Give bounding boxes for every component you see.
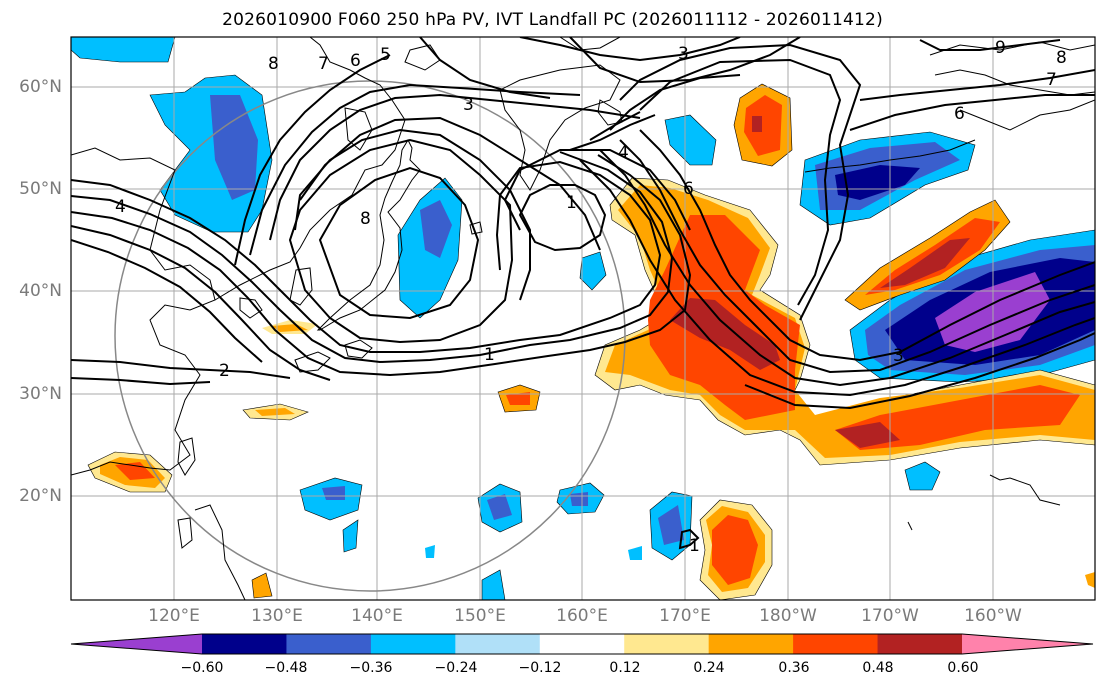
contour-label: 7: [318, 54, 329, 74]
colorbar-segment: [877, 634, 963, 654]
colorbar-segment: [202, 634, 287, 654]
colorbar-segment: [71, 634, 202, 654]
colorbar-segment: [455, 634, 541, 654]
lon-label-160e: 160°E: [556, 606, 608, 626]
colorbar-tick: −0.60: [180, 660, 224, 676]
contour-label: 2: [219, 361, 230, 381]
colorbar-segment: [624, 634, 710, 654]
pv-contours: [71, 37, 1095, 550]
contour-label: 1: [566, 193, 577, 213]
colorbar-segment: [708, 634, 794, 654]
contour-label: 4: [115, 197, 126, 217]
map-frame: [70, 36, 1096, 601]
lat-label-30: 30°N: [19, 384, 62, 404]
colorbar-tick: 0.12: [609, 660, 641, 676]
colorbar-tick: 0.36: [778, 660, 810, 676]
colorbar-tick: −0.48: [264, 660, 308, 676]
colorbar-outline: [70, 633, 1094, 655]
lat-label-40: 40°N: [19, 281, 62, 301]
colorbar-segment: [793, 634, 879, 654]
colorbar-segment: [962, 634, 1093, 654]
contour-label: 8: [1056, 48, 1067, 68]
pv-positive-blobs: [87, 83, 1095, 600]
contour-label: 6: [683, 179, 694, 199]
lon-label-180w: 180°W: [759, 606, 817, 626]
colorbar-tick: −0.36: [349, 660, 393, 676]
lon-label-140e: 140°E: [351, 606, 403, 626]
range-circle: [114, 80, 626, 592]
contour-labels: 8 7 6 5 3 3 4 4 6 1 8 2 1 3 1 9 8 7 6: [115, 38, 1067, 556]
colorbar-segment: [370, 634, 456, 654]
contour-label: 5: [380, 45, 391, 65]
contour-label: 4: [618, 143, 629, 163]
lat-label-20: 20°N: [19, 486, 62, 506]
lon-label-170e: 170°E: [659, 606, 711, 626]
map-title: 2026010900 F060 250 hPa PV, IVT Landfall…: [222, 10, 883, 30]
colorbar-tick: −0.24: [434, 660, 478, 676]
contour-label: 3: [893, 346, 904, 366]
lon-label-130e: 130°E: [251, 606, 303, 626]
colorbar-segment: [286, 634, 372, 654]
colorbar-tick: −0.12: [518, 660, 562, 676]
lon-label-160w: 160°W: [964, 606, 1022, 626]
contour-label: 6: [350, 51, 361, 71]
contour-label: 8: [268, 54, 279, 74]
lon-label-120e: 120°E: [148, 606, 200, 626]
contour-label: 8: [360, 209, 371, 229]
colorbar-tick: 0.24: [693, 660, 725, 676]
contour-label: 3: [678, 44, 689, 64]
colorbar-tick: 0.60: [947, 660, 979, 676]
contour-label: 9: [995, 38, 1006, 58]
lat-label-60: 60°N: [19, 77, 62, 97]
contour-label: 7: [1046, 70, 1057, 90]
lon-label-150e: 150°E: [454, 606, 506, 626]
lat-label-50: 50°N: [19, 179, 62, 199]
colorbar-tick: 0.48: [862, 660, 894, 676]
contour-label: 3: [463, 95, 474, 115]
colorbar-segment: [539, 634, 625, 654]
contour-label: 1: [689, 536, 700, 556]
contour-label: 6: [954, 104, 965, 124]
lon-label-170w: 170°W: [861, 606, 919, 626]
contour-label: 1: [484, 345, 495, 365]
pv-shading: [71, 37, 1095, 600]
